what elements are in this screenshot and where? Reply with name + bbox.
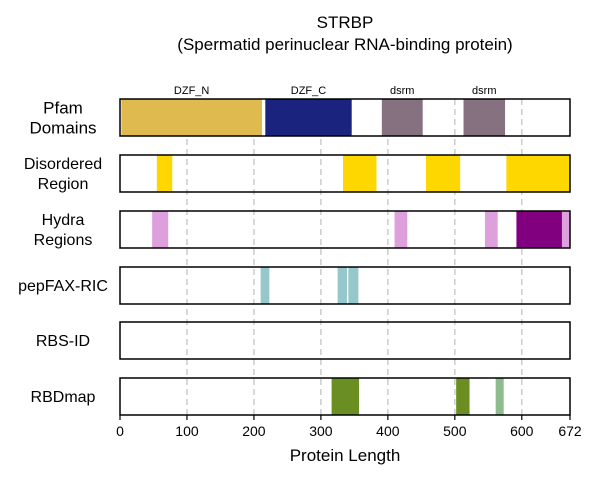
track-2-segment-1 <box>394 211 408 248</box>
domain-label-0-2: dsrm <box>390 85 414 97</box>
x-tick-label-100: 100 <box>175 423 199 439</box>
track-frame-5 <box>119 377 571 416</box>
track-frame-4 <box>119 321 571 360</box>
track-5-segment-1 <box>456 378 470 415</box>
track-label-4-0: RBS-ID <box>36 333 90 350</box>
x-tick-label-400: 400 <box>376 423 400 439</box>
track-1-segment-3 <box>506 155 570 192</box>
track-label-0-1: Domains <box>29 118 96 137</box>
track-frame-1 <box>119 154 571 193</box>
track-2-segment-4 <box>561 211 570 248</box>
track-0-segment-0 <box>121 99 262 136</box>
track-1-segment-0 <box>156 155 173 192</box>
x-tick-label-200: 200 <box>242 423 266 439</box>
track-label-0-0: Pfam <box>43 98 83 117</box>
chart-subtitle: (Spermatid perinuclear RNA-binding prote… <box>177 35 512 54</box>
track-label-2-1: Regions <box>34 232 93 249</box>
track-3-segment-0 <box>260 267 270 304</box>
track-frame-0 <box>119 98 571 137</box>
x-tick-label-500: 500 <box>443 423 467 439</box>
domain-label-0-0: DZF_N <box>174 85 210 97</box>
track-3-segment-2 <box>348 267 359 304</box>
x-tick-label-0: 0 <box>116 423 124 439</box>
x-tick-label-600: 600 <box>510 423 534 439</box>
track-frame-2 <box>119 210 571 249</box>
track-0-segment-1 <box>265 99 352 136</box>
track-0-segment-2 <box>381 99 423 136</box>
track-label-3-0: pepFAX-RIC <box>18 278 108 295</box>
track-5-segment-2 <box>495 378 504 415</box>
x-tick-label-672: 672 <box>558 423 582 439</box>
chart-title: STRBP <box>317 13 374 32</box>
track-label-1-0: Disordered <box>24 156 102 173</box>
domain-label-0-3: dsrm <box>472 85 496 97</box>
track-label-2-0: Hydra <box>42 212 85 229</box>
x-tick-label-300: 300 <box>309 423 333 439</box>
track-frame-3 <box>119 266 571 305</box>
track-2-segment-3 <box>516 211 562 248</box>
track-0-segment-3 <box>463 99 506 136</box>
track-1-segment-2 <box>426 155 461 192</box>
track-2-segment-0 <box>152 211 169 248</box>
x-axis-label: Protein Length <box>290 446 401 465</box>
track-2-segment-2 <box>484 211 498 248</box>
track-label-5-0: RBDmap <box>31 389 96 406</box>
track-1-segment-1 <box>342 155 377 192</box>
track-5-segment-0 <box>331 378 360 415</box>
domain-label-0-1: DZF_C <box>291 85 327 97</box>
track-label-1-1: Region <box>38 176 89 193</box>
track-3-segment-1 <box>337 267 348 304</box>
